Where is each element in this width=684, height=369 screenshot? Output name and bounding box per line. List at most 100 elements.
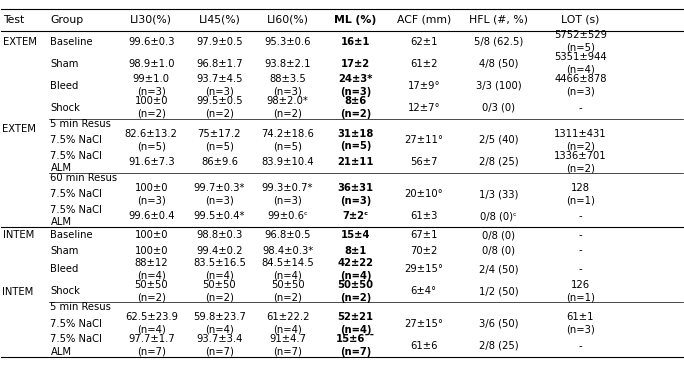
Text: 93.7±3.4
(n=7): 93.7±3.4 (n=7) (196, 334, 243, 357)
Text: 52±21
(n=4): 52±21 (n=4) (338, 313, 373, 335)
Text: 7.5% NaCl
ALM: 7.5% NaCl ALM (51, 205, 103, 228)
Text: 98.4±0.3*: 98.4±0.3* (262, 246, 313, 256)
Text: -: - (579, 246, 582, 256)
Text: 61±1
(n=3): 61±1 (n=3) (566, 313, 595, 335)
Text: 2/5 (40): 2/5 (40) (479, 135, 518, 145)
Text: 29±15°: 29±15° (404, 264, 443, 274)
Text: 86±9.6: 86±9.6 (201, 157, 238, 167)
Text: LI60(%): LI60(%) (267, 15, 308, 25)
Text: 0/3 (0): 0/3 (0) (482, 103, 515, 113)
Text: 83.9±10.4: 83.9±10.4 (261, 157, 314, 167)
Text: 36±31
(n=3): 36±31 (n=3) (338, 183, 373, 206)
Text: 0/8 (0)ᶜ: 0/8 (0)ᶜ (480, 211, 517, 221)
Text: 42±22
(n=4): 42±22 (n=4) (338, 258, 373, 280)
Text: 16±1: 16±1 (341, 37, 370, 47)
Text: 100±0: 100±0 (135, 246, 168, 256)
Text: 88±12
(n=4): 88±12 (n=4) (135, 258, 168, 280)
Text: Sham: Sham (51, 246, 79, 256)
Text: 74.2±18.6
(n=5): 74.2±18.6 (n=5) (261, 129, 314, 151)
Text: 82.6±13.2
(n=5): 82.6±13.2 (n=5) (124, 129, 178, 151)
Text: 1336±701
(n=2): 1336±701 (n=2) (554, 151, 607, 173)
Text: 7.5% NaCl
ALM: 7.5% NaCl ALM (51, 151, 103, 173)
Text: LOT (s): LOT (s) (562, 15, 600, 25)
Text: Baseline: Baseline (51, 230, 93, 240)
Text: 99.5±0.5
(n=2): 99.5±0.5 (n=2) (196, 96, 243, 119)
Text: 50±50
(n=2): 50±50 (n=2) (271, 280, 304, 303)
Text: 2/8 (25): 2/8 (25) (479, 341, 518, 351)
Text: 50±50
(n=2): 50±50 (n=2) (202, 280, 236, 303)
Text: 5 min Resus: 5 min Resus (51, 119, 111, 129)
Text: Group: Group (51, 15, 83, 25)
Text: 3/3 (100): 3/3 (100) (476, 81, 521, 91)
Text: 17±2: 17±2 (341, 59, 370, 69)
Text: 97.9±0.5: 97.9±0.5 (196, 37, 243, 47)
Text: 70±2: 70±2 (410, 246, 438, 256)
Text: 126
(n=1): 126 (n=1) (566, 280, 595, 303)
Text: 99.5±0.4*: 99.5±0.4* (194, 211, 245, 221)
Text: 50±50
(n=2): 50±50 (n=2) (135, 280, 168, 303)
Text: 61±3: 61±3 (410, 211, 438, 221)
Text: 99.7±0.3*
(n=3): 99.7±0.3* (n=3) (194, 183, 245, 206)
Text: 15±6¯¯
(n=7): 15±6¯¯ (n=7) (336, 334, 376, 357)
Text: 6±4°: 6±4° (410, 286, 437, 296)
Text: 60 min Resus: 60 min Resus (51, 173, 118, 183)
Text: -: - (579, 264, 582, 274)
Text: 21±11: 21±11 (337, 157, 374, 167)
Text: ML (%): ML (%) (334, 15, 377, 25)
Text: 1/2 (50): 1/2 (50) (479, 286, 518, 296)
Text: 2/8 (25): 2/8 (25) (479, 157, 518, 167)
Text: 93.8±2.1: 93.8±2.1 (264, 59, 311, 69)
Text: EXTEM: EXTEM (2, 124, 36, 134)
Text: -: - (579, 211, 582, 221)
Text: 27±11°: 27±11° (404, 135, 443, 145)
Text: ACF (mm): ACF (mm) (397, 15, 451, 25)
Text: HFL (#, %): HFL (#, %) (469, 15, 528, 25)
Text: 61±2: 61±2 (410, 59, 438, 69)
Text: 67±1: 67±1 (410, 230, 438, 240)
Text: 4/8 (50): 4/8 (50) (479, 59, 518, 69)
Text: 75±17.2
(n=5): 75±17.2 (n=5) (198, 129, 241, 151)
Text: 91±4.7
(n=7): 91±4.7 (n=7) (269, 334, 306, 357)
Text: 27±15°: 27±15° (404, 319, 443, 329)
Text: 4466±878
(n=3): 4466±878 (n=3) (554, 75, 607, 97)
Text: 98±2.0*
(n=2): 98±2.0* (n=2) (267, 96, 308, 119)
Text: 59.8±23.7
(n=4): 59.8±23.7 (n=4) (193, 313, 246, 335)
Text: 17±9°: 17±9° (408, 81, 440, 91)
Text: 7.5% NaCl: 7.5% NaCl (51, 189, 103, 199)
Text: 61±6: 61±6 (410, 341, 438, 351)
Text: -: - (579, 230, 582, 240)
Text: 24±3*
(n=3): 24±3* (n=3) (339, 75, 373, 97)
Text: 99±0.6ᶜ: 99±0.6ᶜ (267, 211, 308, 221)
Text: 15±4: 15±4 (341, 230, 370, 240)
Text: 128
(n=1): 128 (n=1) (566, 183, 595, 206)
Text: 50±50
(n=2): 50±50 (n=2) (338, 280, 373, 303)
Text: 8±6
(n=2): 8±6 (n=2) (340, 96, 371, 119)
Text: 7.5% NaCl
ALM: 7.5% NaCl ALM (51, 334, 103, 357)
Text: 8±1: 8±1 (345, 246, 367, 256)
Text: 96.8±0.5: 96.8±0.5 (264, 230, 311, 240)
Text: 100±0: 100±0 (135, 230, 168, 240)
Text: 91.6±7.3: 91.6±7.3 (128, 157, 174, 167)
Text: 99±1.0
(n=3): 99±1.0 (n=3) (133, 75, 170, 97)
Text: 100±0
(n=2): 100±0 (n=2) (135, 96, 168, 119)
Text: 97.7±1.7
(n=7): 97.7±1.7 (n=7) (128, 334, 174, 357)
Text: 7.5% NaCl: 7.5% NaCl (51, 319, 103, 329)
Text: 62±1: 62±1 (410, 37, 438, 47)
Text: 1311±431
(n=2): 1311±431 (n=2) (554, 129, 607, 151)
Text: 99.3±0.7*
(n=3): 99.3±0.7* (n=3) (262, 183, 313, 206)
Text: 56±7: 56±7 (410, 157, 438, 167)
Text: 5/8 (62.5): 5/8 (62.5) (474, 37, 523, 47)
Text: 5752±529
(n=5): 5752±529 (n=5) (554, 31, 607, 53)
Text: LI45(%): LI45(%) (198, 15, 240, 25)
Text: 61±22.2
(n=4): 61±22.2 (n=4) (266, 313, 309, 335)
Text: 20±10°: 20±10° (404, 189, 443, 199)
Text: Test: Test (3, 15, 25, 25)
Text: 96.8±1.7: 96.8±1.7 (196, 59, 243, 69)
Text: 2/4 (50): 2/4 (50) (479, 264, 518, 274)
Text: 99.6±0.3: 99.6±0.3 (128, 37, 174, 47)
Text: 5 min Resus: 5 min Resus (51, 303, 111, 313)
Text: 95.3±0.6: 95.3±0.6 (264, 37, 311, 47)
Text: LI30(%): LI30(%) (130, 15, 172, 25)
Text: 99.4±0.2: 99.4±0.2 (196, 246, 243, 256)
Text: 0/8 (0): 0/8 (0) (482, 246, 515, 256)
